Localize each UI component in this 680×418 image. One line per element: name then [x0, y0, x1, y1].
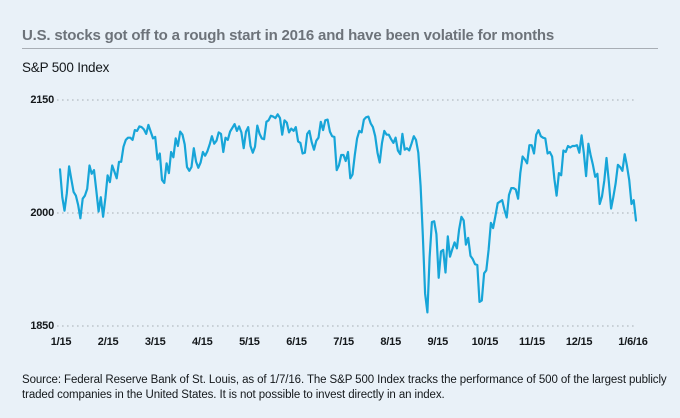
y-tick-2150: 2150 — [30, 93, 54, 106]
axis-title: S&P 500 Index — [22, 60, 110, 75]
x-tick-1-6-16: 1/6/16 — [618, 336, 648, 348]
x-tick-9-15: 9/15 — [427, 336, 449, 348]
y-tick-2000: 2000 — [30, 206, 54, 219]
sp500-series-line — [58, 113, 638, 314]
x-tick-11-15: 11/15 — [519, 336, 545, 348]
title-divider — [22, 48, 658, 49]
x-tick-12-15: 12/15 — [565, 336, 593, 348]
x-tick-7-15: 7/15 — [333, 336, 354, 348]
x-tick-2-15: 2/15 — [97, 336, 119, 348]
x-tick-5-15: 5/15 — [239, 336, 260, 348]
x-tick-3-15: 3/15 — [144, 336, 166, 348]
source-note: Source: Federal Reserve Bank of St. Loui… — [22, 374, 667, 401]
x-tick-8-15: 8/15 — [380, 336, 401, 348]
x-tick-6-15: 6/15 — [286, 336, 307, 348]
x-tick-10-15: 10/15 — [471, 336, 499, 348]
chart-headline: U.S. stocks got off to a rough start in … — [22, 27, 554, 44]
x-tick-4-15: 4/15 — [191, 336, 213, 348]
x-tick-1-15: 1/15 — [50, 336, 72, 348]
y-tick-1850: 1850 — [30, 319, 54, 332]
